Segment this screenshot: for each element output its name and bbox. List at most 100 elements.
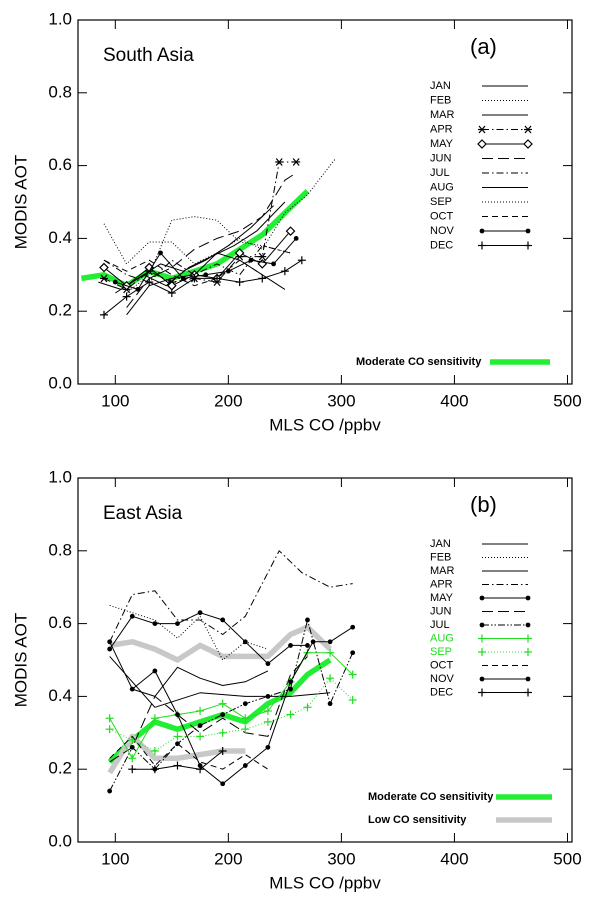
marker-part <box>242 763 248 768</box>
x-tick-label: 100 <box>101 849 129 868</box>
marker <box>150 714 159 723</box>
marker <box>220 712 226 717</box>
marker-part <box>112 279 118 285</box>
marker <box>218 747 227 755</box>
y-tick-label: 0.8 <box>48 82 72 101</box>
marker <box>180 276 186 281</box>
y-tick-label: 0.6 <box>48 613 72 632</box>
marker <box>234 248 245 258</box>
marker-part <box>288 679 293 685</box>
marker <box>478 648 486 656</box>
series-line <box>109 550 353 643</box>
legend-label: SEP <box>430 646 452 658</box>
marker-part <box>99 262 109 273</box>
marker <box>105 725 114 734</box>
y-tick-label: 1.0 <box>48 467 72 486</box>
marker-part <box>180 276 186 281</box>
marker <box>478 125 486 134</box>
series-line <box>103 245 291 283</box>
marker-part <box>350 650 356 656</box>
marker-part <box>175 621 180 626</box>
marker <box>145 278 154 287</box>
y-tick-label: 0.8 <box>48 540 72 559</box>
legend-label: APR <box>430 578 453 590</box>
x-axis-label: MLS CO /ppbv <box>269 415 381 434</box>
marker <box>280 267 289 276</box>
marker <box>523 139 533 149</box>
series-line <box>103 259 263 287</box>
y-tick-label: 0.6 <box>48 155 72 174</box>
marker <box>478 634 486 643</box>
marker <box>107 639 113 645</box>
marker <box>327 639 333 645</box>
marker-part <box>275 158 283 166</box>
x-tick-label: 300 <box>327 849 355 868</box>
legend-label: AUG <box>430 632 454 644</box>
marker <box>258 252 267 261</box>
legend-label: SEP <box>430 196 452 208</box>
marker <box>258 274 267 283</box>
legend-label: FEB <box>430 94 451 106</box>
series-line <box>103 259 303 316</box>
legend-label: OCT <box>430 210 454 222</box>
y-tick-label: 0.4 <box>48 228 72 247</box>
marker-part <box>288 686 293 692</box>
marker <box>242 639 248 645</box>
x-tick-label: 100 <box>101 391 129 410</box>
x-tick-label: 300 <box>327 391 355 410</box>
marker <box>524 125 532 134</box>
marker <box>479 622 485 628</box>
legend-label: JUN <box>430 152 451 164</box>
marker <box>525 228 531 234</box>
panel: 0.0 0.2 0.4 0.6 0.8 1.0 100 200 300 400 500 MLS CO … <box>11 467 581 892</box>
marker <box>196 765 205 774</box>
panel-title: South Asia <box>103 45 194 66</box>
x-tick-label: 400 <box>440 391 468 410</box>
marker <box>524 241 532 250</box>
marker <box>263 706 272 715</box>
marker-part <box>288 643 293 648</box>
marker <box>218 699 227 708</box>
legend-label: DEC <box>430 239 453 251</box>
marker <box>248 257 254 263</box>
x-tick-label: 200 <box>214 391 242 410</box>
marker-part <box>129 744 135 750</box>
legend-label: MAR <box>430 565 455 577</box>
marker <box>167 289 176 297</box>
marker <box>297 256 306 265</box>
marker <box>129 613 135 619</box>
marker <box>152 621 158 626</box>
legend-label: JUL <box>430 619 450 631</box>
marker-part <box>258 252 266 261</box>
marker <box>310 639 316 645</box>
marker-part <box>100 274 108 283</box>
marker-part <box>292 158 300 166</box>
marker <box>197 610 203 616</box>
marker <box>112 279 118 285</box>
marker <box>348 670 357 679</box>
x-tick-label: 200 <box>214 849 242 868</box>
marker-part <box>220 781 226 787</box>
marker-part <box>242 639 248 645</box>
marker <box>235 278 244 287</box>
panel: 0.0 0.2 0.4 0.6 0.8 1.0 100 200 300 400 500 MLS CO … <box>11 9 581 434</box>
marker-part <box>242 701 248 707</box>
legend-label: MAR <box>430 109 455 121</box>
panel-annotation: (b) <box>470 492 497 517</box>
marker <box>105 714 114 723</box>
legend-label: MAY <box>430 592 454 604</box>
panel-title: East Asia <box>103 503 183 524</box>
marker-part <box>152 621 158 626</box>
legend-label: AUG <box>430 181 454 193</box>
x-tick-label: 500 <box>553 849 581 868</box>
marker-part <box>479 676 485 682</box>
marker-part <box>197 723 203 728</box>
legend-label: MAY <box>430 138 454 150</box>
marker <box>286 710 295 719</box>
marker-part <box>525 622 531 628</box>
marker <box>525 595 531 601</box>
marker <box>242 701 248 707</box>
y-axis-label: MODIS AOT <box>11 613 30 707</box>
series-line <box>103 157 337 265</box>
y-tick-label: 0.4 <box>48 686 72 705</box>
